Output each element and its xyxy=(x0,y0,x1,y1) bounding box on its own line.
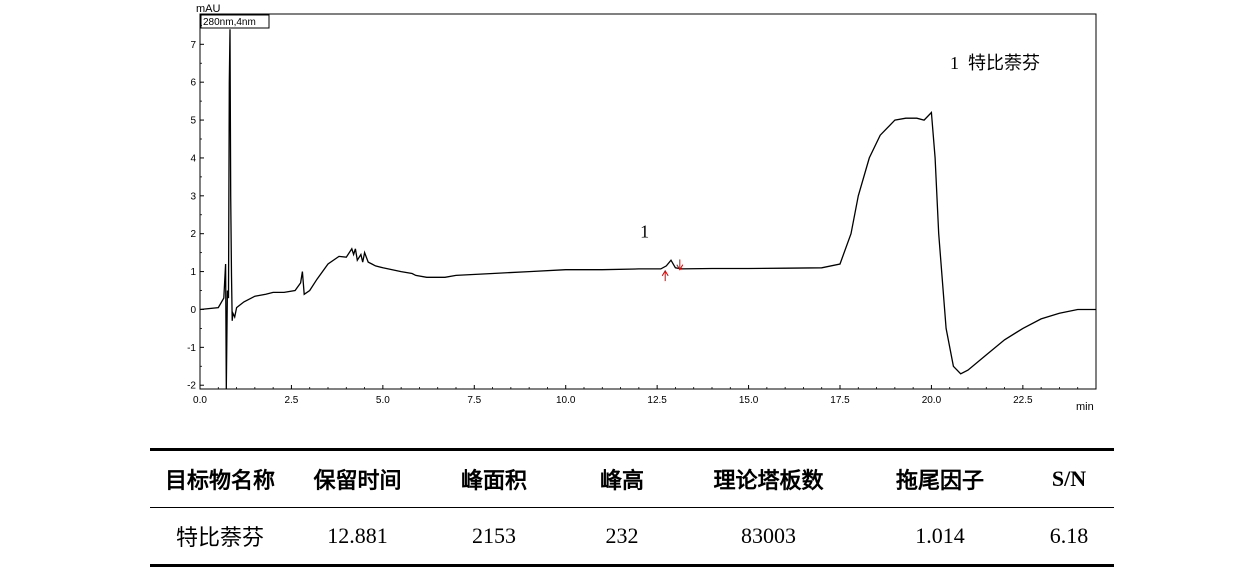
x-tick-label: 20.0 xyxy=(922,395,942,406)
detector-label: 280nm,4nm xyxy=(203,17,256,28)
detector-label-box: 280nm,4nm xyxy=(200,14,270,29)
x-tick-label: 22.5 xyxy=(1013,395,1033,406)
col-header-tailing-factor: 拖尾因子 xyxy=(856,448,1024,508)
cell-signal-noise: 6.18 xyxy=(1024,507,1114,567)
col-header-theoretical-plates: 理论塔板数 xyxy=(681,448,856,508)
col-header-retention-time: 保留时间 xyxy=(290,448,425,508)
y-tick-label: 4 xyxy=(190,153,196,164)
col-header-peak-area: 峰面积 xyxy=(425,448,563,508)
x-tick-label: 10.0 xyxy=(556,395,576,406)
col-header-signal-noise: S/N xyxy=(1024,448,1114,508)
peak-start-marker-head xyxy=(661,269,669,277)
results-table: 目标物名称 保留时间 峰面积 峰高 理论塔板数 拖尾因子 S/N 特比萘芬 12… xyxy=(150,448,1114,567)
y-unit-label: mAU xyxy=(196,3,221,15)
table-header-row: 目标物名称 保留时间 峰面积 峰高 理论塔板数 拖尾因子 S/N xyxy=(150,448,1114,508)
y-tick-label: 6 xyxy=(190,78,196,89)
y-tick-label: 5 xyxy=(190,116,196,127)
cell-theoretical-plates: 83003 xyxy=(681,507,856,567)
cell-peak-area: 2153 xyxy=(425,507,563,567)
x-axis-ticks: 0.0 2.5 5.0 7.5 10.0 12.5 15.0 17.5 20.0 22.5 xyxy=(193,385,1079,406)
peak-number-label: 1 xyxy=(640,221,649,241)
table-row: 特比萘芬 12.881 2153 232 83003 1.014 6.18 xyxy=(150,507,1114,567)
peak-markers xyxy=(661,259,684,282)
detector-label-frame xyxy=(200,14,270,29)
chromatogram-trace xyxy=(199,29,1096,390)
peak-end-marker-head xyxy=(676,264,684,271)
y-tick-label: 3 xyxy=(190,191,196,202)
y-tick-label: -1 xyxy=(187,343,196,354)
peak-legend: 1 特比萘芬 xyxy=(950,53,1040,73)
y-tick-label: 1 xyxy=(190,267,196,278)
plot-frame xyxy=(199,13,1097,390)
x-tick-label: 2.5 xyxy=(284,395,298,406)
col-header-analyte: 目标物名称 xyxy=(150,448,290,508)
y-axis-ticks: -2 -1 0 1 2 3 4 5 6 7 xyxy=(187,24,204,392)
y-tick-label: -2 xyxy=(187,381,196,392)
x-tick-label: 12.5 xyxy=(647,395,667,406)
y-tick-label: 2 xyxy=(190,229,196,240)
cell-tailing-factor: 1.014 xyxy=(856,507,1024,567)
chromatogram-chart: mAU 280nm,4nm min 1 特比萘芬 0.0 2.5 5.0 7.5 10.… xyxy=(187,3,1097,413)
cell-retention-time: 12.881 xyxy=(290,507,425,567)
col-header-peak-height: 峰高 xyxy=(563,448,681,508)
x-tick-label: 5.0 xyxy=(376,395,390,406)
y-tick-label: 7 xyxy=(190,40,196,51)
x-tick-label: 15.0 xyxy=(739,395,759,406)
x-tick-label: 7.5 xyxy=(467,395,481,406)
cell-analyte: 特比萘芬 xyxy=(150,507,290,567)
x-unit-label: min xyxy=(1076,401,1094,413)
cell-peak-height: 232 xyxy=(563,507,681,567)
x-tick-label: 17.5 xyxy=(830,395,850,406)
x-tick-label: 0.0 xyxy=(193,395,207,406)
y-tick-label: 0 xyxy=(190,305,196,316)
